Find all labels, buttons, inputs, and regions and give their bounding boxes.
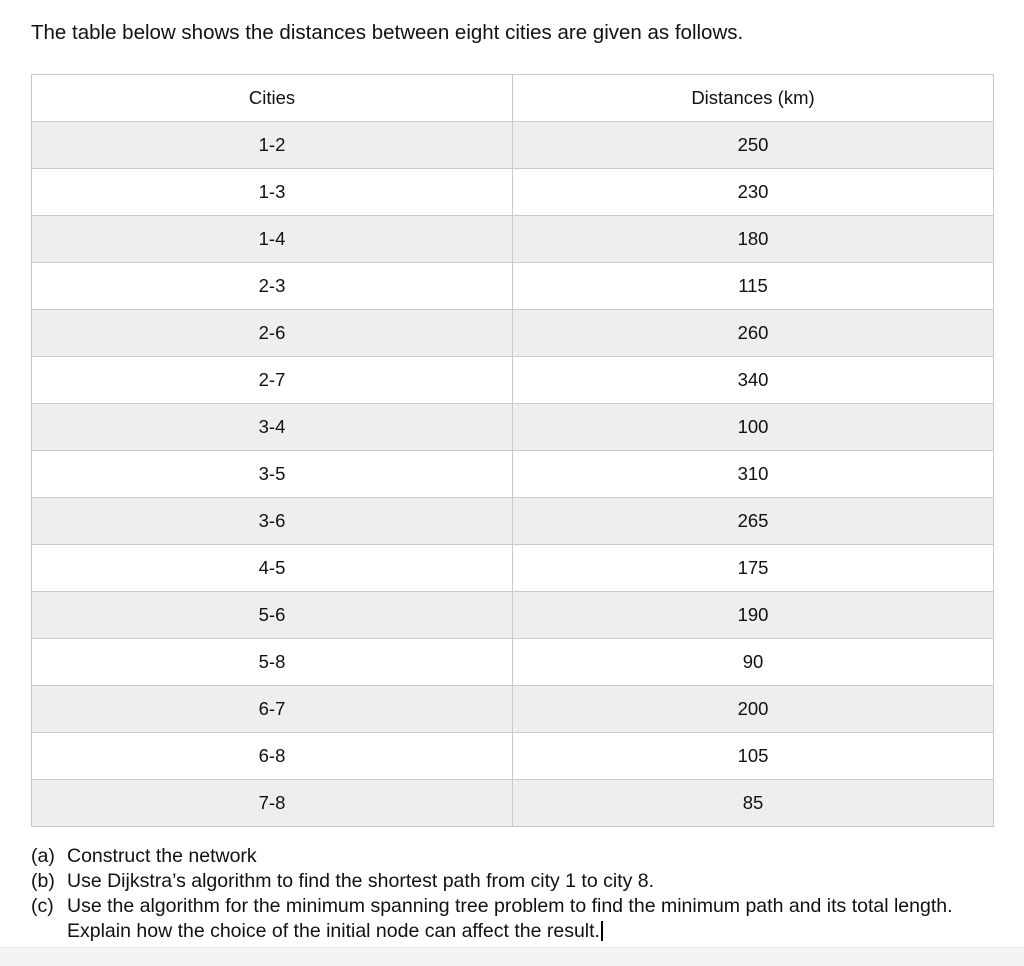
text-cursor [600, 921, 603, 941]
question-text-content: Use the algorithm for the minimum spanni… [67, 895, 953, 942]
question-text: Use Dijkstra’s algorithm to find the sho… [67, 870, 655, 892]
table-row: 6-7 200 [31, 685, 994, 733]
distance-cell: 200 [512, 685, 994, 733]
cities-cell: 1-2 [31, 121, 513, 169]
cities-cell: 3-5 [31, 450, 513, 498]
document-editor[interactable]: The table below shows the distances betw… [0, 0, 1024, 944]
distances-header: Distances (km) [512, 74, 994, 122]
distance-cell: 115 [512, 262, 994, 310]
distance-cell: 265 [512, 497, 994, 545]
cities-cell: 5-8 [31, 638, 513, 686]
table-header-row: Cities Distances (km) [31, 74, 994, 122]
distance-cell: 100 [512, 403, 994, 451]
distance-cell: 190 [512, 591, 994, 639]
distance-cell: 250 [512, 121, 994, 169]
distances-table: Cities Distances (km) 1-2 250 1-3 230 1-… [31, 74, 994, 827]
table-row: 7-8 85 [31, 779, 994, 827]
cities-cell: 7-8 [31, 779, 513, 827]
distance-cell: 85 [512, 779, 994, 827]
cities-cell: 1-4 [31, 215, 513, 263]
table-row: 3-4 100 [31, 403, 994, 451]
cities-cell: 3-6 [31, 497, 513, 545]
bottom-bar [0, 947, 1024, 966]
question-text: Construct the network [67, 845, 257, 867]
table-row: 3-6 265 [31, 497, 994, 545]
table-row: 2-7 340 [31, 356, 994, 404]
cities-cell: 3-4 [31, 403, 513, 451]
distance-cell: 260 [512, 309, 994, 357]
cities-cell: 1-3 [31, 168, 513, 216]
table-row: 1-3 230 [31, 168, 994, 216]
question-text: Use the algorithm for the minimum spanni… [67, 894, 989, 944]
question-item-a: (a) Construct the network [31, 844, 993, 869]
question-item-b: (b) Use Dijkstra’s algorithm to find the… [31, 869, 993, 894]
distance-cell: 90 [512, 638, 994, 686]
table-row: 2-3 115 [31, 262, 994, 310]
cities-cell: 6-7 [31, 685, 513, 733]
distance-cell: 180 [512, 215, 994, 263]
cities-cell: 6-8 [31, 732, 513, 780]
questions-list: (a) Construct the network (b) Use Dijkst… [31, 844, 993, 944]
table-row: 5-6 190 [31, 591, 994, 639]
cities-cell: 2-7 [31, 356, 513, 404]
table-row: 6-8 105 [31, 732, 994, 780]
table-row: 2-6 260 [31, 309, 994, 357]
distance-cell: 105 [512, 732, 994, 780]
table-row: 5-8 90 [31, 638, 994, 686]
table-row: 1-2 250 [31, 121, 994, 169]
cities-header: Cities [31, 74, 513, 122]
table-row: 4-5 175 [31, 544, 994, 592]
intro-text: The table below shows the distances betw… [31, 21, 744, 44]
distance-cell: 310 [512, 450, 994, 498]
cities-cell: 5-6 [31, 591, 513, 639]
question-item-c: (c) Use the algorithm for the minimum sp… [31, 894, 993, 944]
question-label: (a) [31, 845, 55, 867]
distance-cell: 230 [512, 168, 994, 216]
question-label: (b) [31, 870, 55, 892]
table-row: 1-4 180 [31, 215, 994, 263]
cities-cell: 2-3 [31, 262, 513, 310]
table-row: 3-5 310 [31, 450, 994, 498]
distance-cell: 340 [512, 356, 994, 404]
cities-cell: 2-6 [31, 309, 513, 357]
question-label: (c) [31, 895, 54, 917]
cities-cell: 4-5 [31, 544, 513, 592]
distance-cell: 175 [512, 544, 994, 592]
